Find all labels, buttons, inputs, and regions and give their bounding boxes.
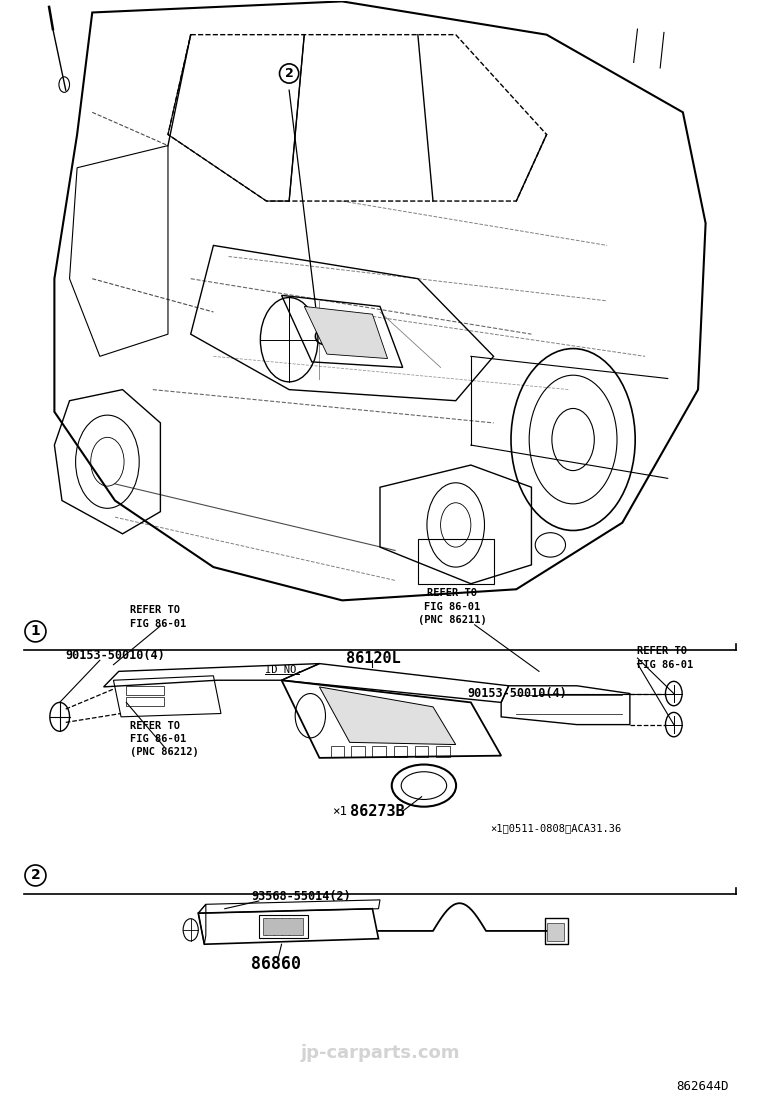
Bar [436,746,450,757]
Polygon shape [319,687,456,745]
Text: ×1（0511-0808）ACA31.36: ×1（0511-0808）ACA31.36 [489,823,621,833]
Text: 86273B: 86273B [350,804,404,818]
Bar [126,697,164,706]
Bar [372,746,386,757]
Text: 90153-50010(4): 90153-50010(4) [66,649,166,663]
Bar [259,915,308,937]
Text: REFER TO
FIG 86-01
(PNC 86211): REFER TO FIG 86-01 (PNC 86211) [417,588,486,625]
Text: REFER TO
FIG 86-01: REFER TO FIG 86-01 [638,646,694,669]
Bar [351,746,365,757]
Text: 86860: 86860 [252,955,301,973]
Bar [418,539,493,584]
Text: jp-carparts.com: jp-carparts.com [300,1044,460,1062]
Text: 1: 1 [319,331,327,341]
Text: 90153-50010(4): 90153-50010(4) [467,687,567,701]
Bar [545,917,568,944]
Text: 86120L: 86120L [346,651,401,666]
Text: ID NO.: ID NO. [265,665,302,675]
Text: 2: 2 [30,868,40,883]
Bar [547,923,564,941]
Bar [263,917,302,935]
Text: 93568-55014(2): 93568-55014(2) [252,890,351,903]
Bar [331,746,344,757]
Text: 1: 1 [30,625,40,638]
Text: REFER TO
FIG 86-01
(PNC 86212): REFER TO FIG 86-01 (PNC 86212) [130,721,199,757]
Text: 862644D: 862644D [676,1080,728,1093]
Polygon shape [304,307,388,358]
Bar [126,686,164,695]
Text: ×1: ×1 [331,805,347,817]
Text: 2: 2 [285,67,293,80]
Bar [415,746,429,757]
Text: REFER TO
FIG 86-01: REFER TO FIG 86-01 [130,605,186,628]
Bar [394,746,407,757]
